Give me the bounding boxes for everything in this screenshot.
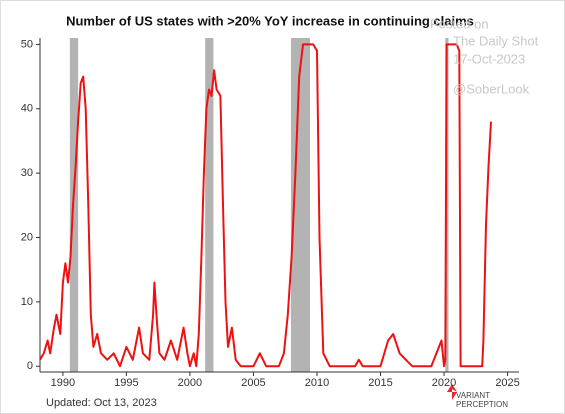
y-tick-label: 0 — [27, 360, 33, 372]
x-tick-label: 1995 — [114, 377, 138, 389]
watermark: Posted on — [430, 16, 489, 31]
footer: Updated: Oct 13, 2023 — [46, 397, 157, 409]
logo-icon — [447, 384, 457, 400]
watermark: The Daily Shot — [453, 33, 539, 48]
watermark: @SoberLook — [453, 81, 530, 96]
x-tick-label: 1990 — [51, 377, 75, 389]
recession-band — [290, 38, 310, 372]
watermark: 17-Oct-2023 — [453, 51, 525, 66]
x-tick-label: 2010 — [305, 377, 329, 389]
y-tick-label: 20 — [21, 231, 33, 243]
x-tick-label: 2000 — [178, 377, 202, 389]
recession-band — [205, 38, 214, 372]
logo: PERCEPTION — [456, 400, 508, 409]
series-line — [39, 43, 492, 368]
x-tick-label: 2005 — [241, 377, 265, 389]
x-tick-label: 2015 — [368, 377, 392, 389]
chart-title: Number of US states with >20% YoY increa… — [66, 13, 474, 28]
y-tick-label: 10 — [21, 296, 33, 308]
x-tick-label: 2025 — [495, 377, 519, 389]
y-tick-label: 50 — [21, 38, 33, 50]
x-tick-label: 2020 — [432, 377, 456, 389]
y-tick-label: 30 — [21, 167, 33, 179]
logo: VARIANT — [456, 391, 490, 400]
y-tick-label: 40 — [21, 103, 33, 115]
